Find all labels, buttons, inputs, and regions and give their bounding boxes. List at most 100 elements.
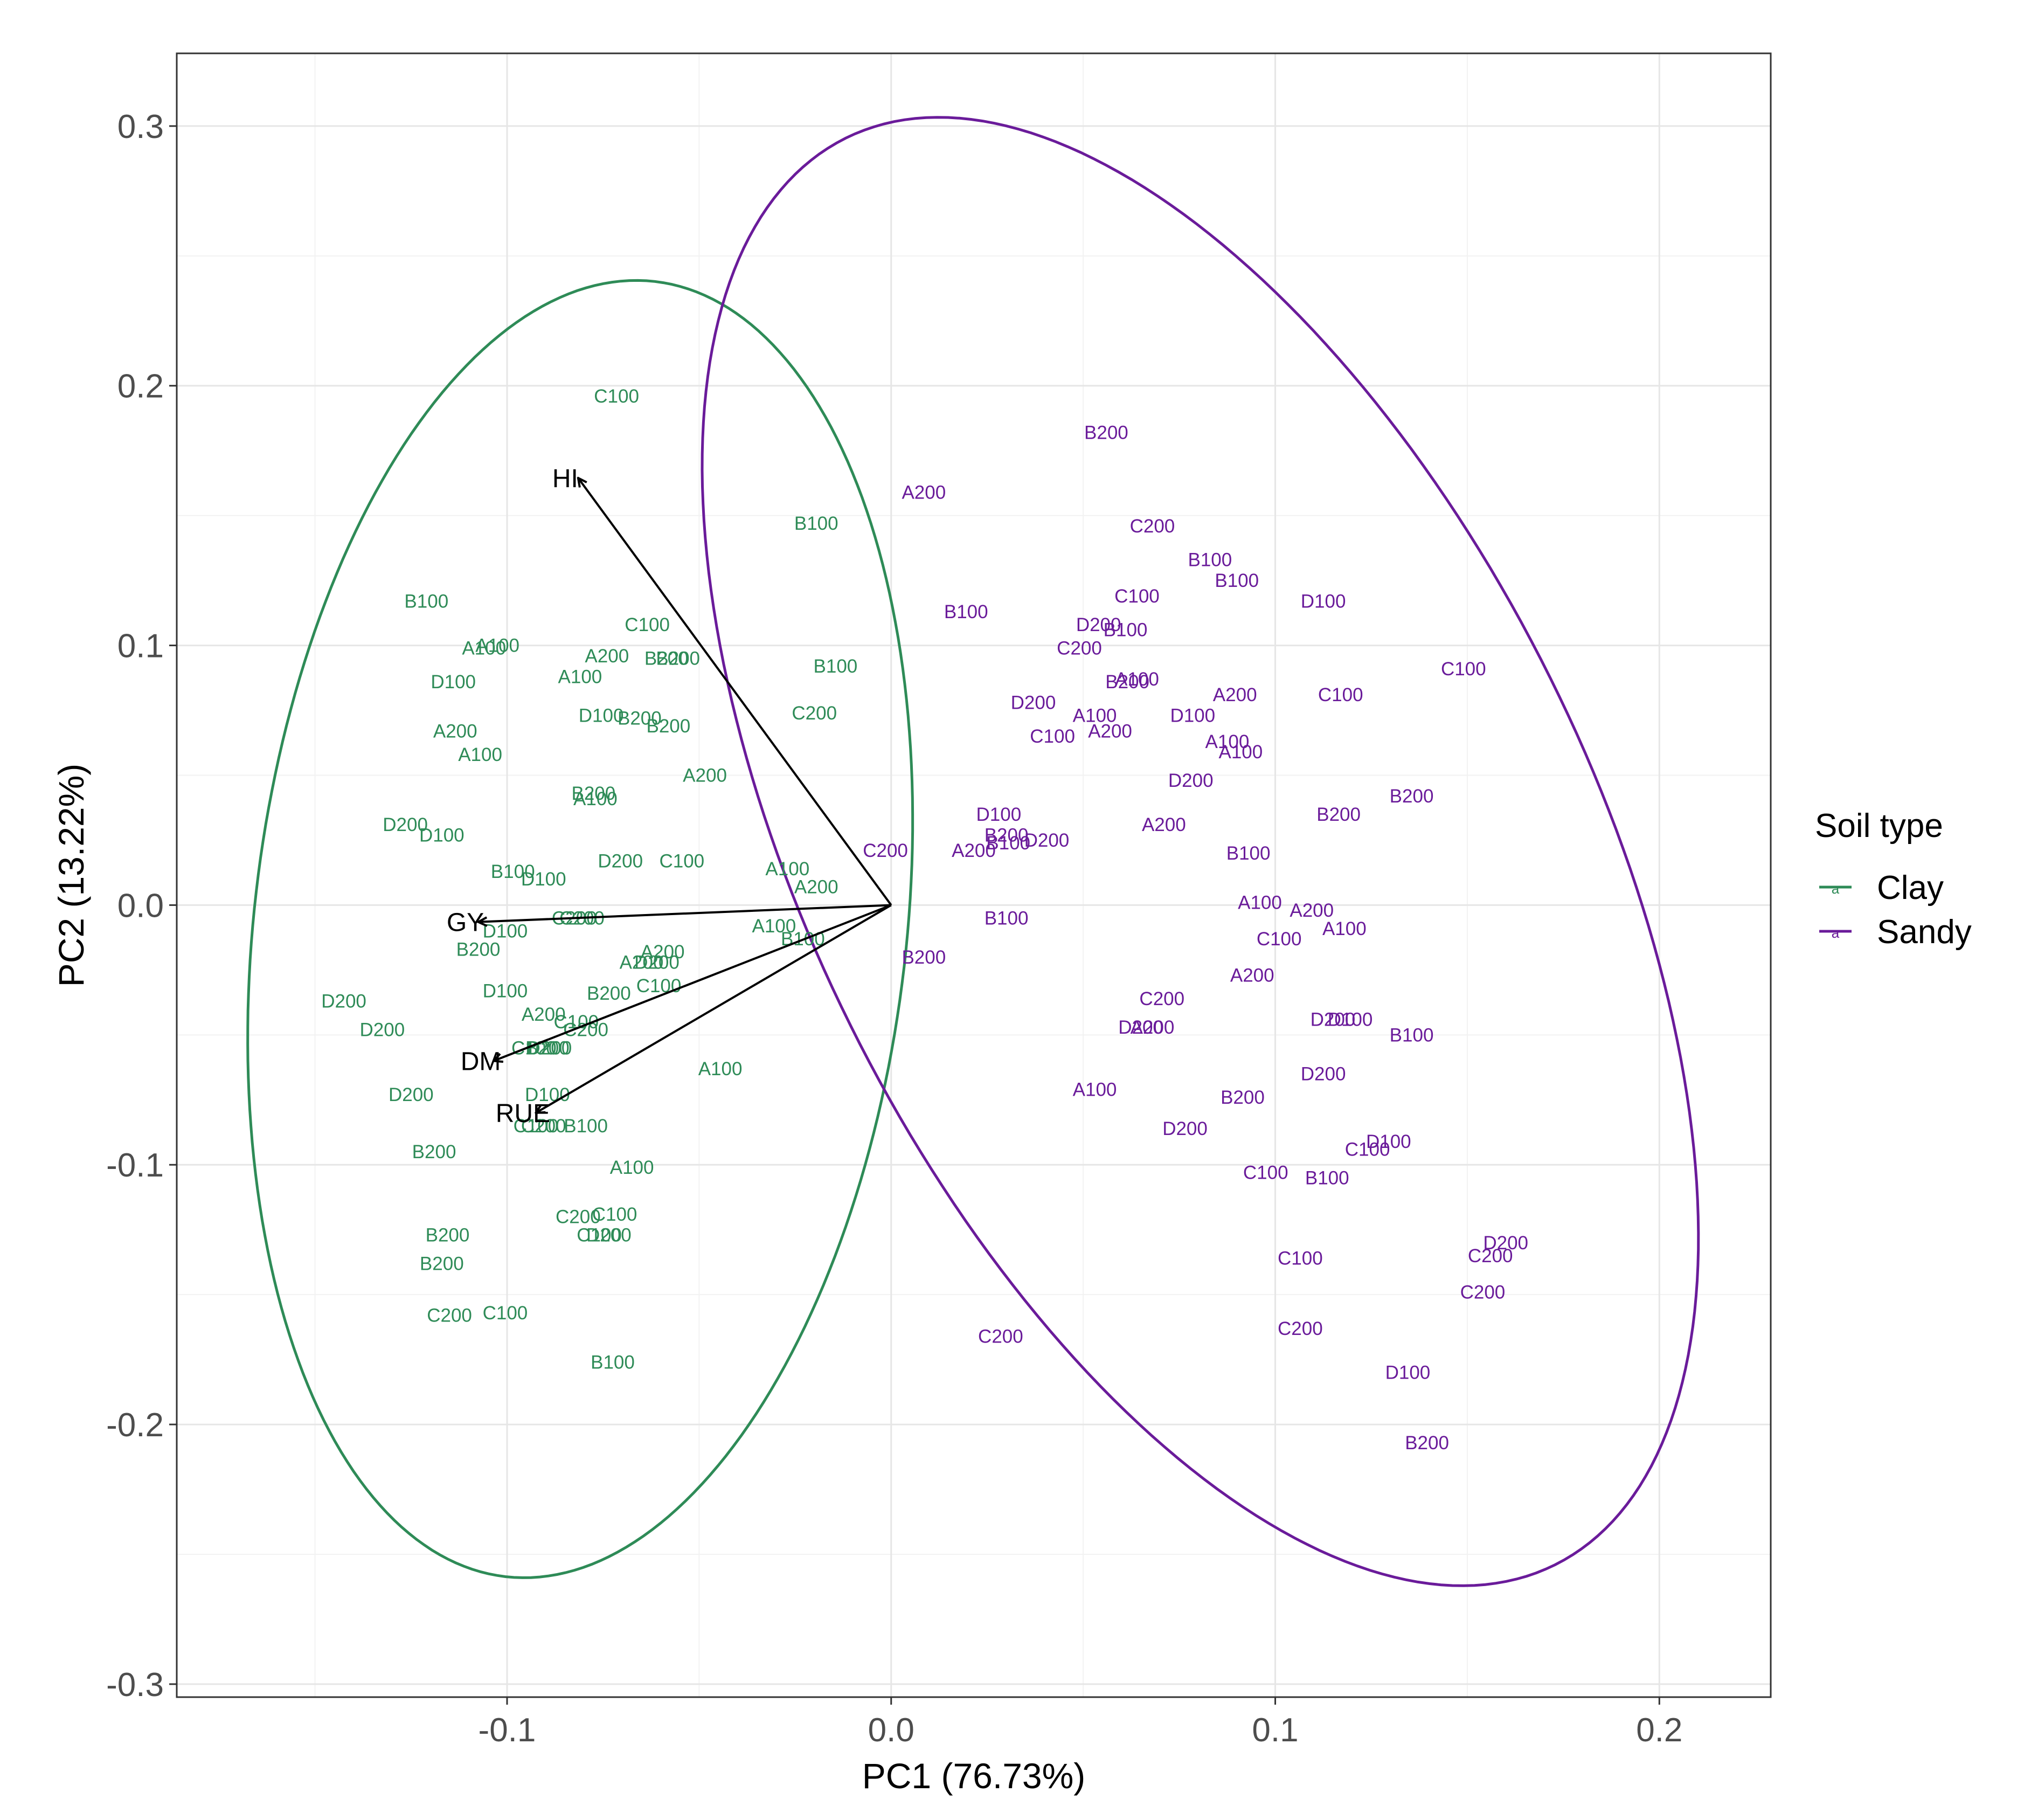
point-label: B100: [1215, 570, 1259, 591]
point-label: A200: [1230, 965, 1274, 986]
loading-arrow-dm: [494, 904, 892, 1061]
point-label: D100: [431, 672, 476, 693]
point-label: B200: [1390, 786, 1434, 807]
point-label: B200: [1084, 422, 1128, 443]
point-label: B200: [985, 825, 1029, 846]
grid-minor: [177, 53, 1771, 1697]
point-label: D200: [383, 814, 428, 835]
point-label: C100: [483, 1303, 528, 1324]
point-label: B200: [1105, 672, 1149, 693]
point-label: C100: [577, 1224, 622, 1245]
x-tick-label: -0.1: [479, 1712, 536, 1749]
x-axis-title: PC1 (76.73%): [862, 1756, 1086, 1796]
point-label: B100: [814, 656, 858, 677]
legend-glyph-clay: a: [1832, 881, 1840, 897]
point-label: D100: [1301, 591, 1346, 612]
point-label: D200: [598, 850, 643, 871]
y-axis: -0.3 -0.2 -0.1 0.0 0.1 0.2 0.3: [106, 108, 177, 1704]
y-tick-label: -0.1: [106, 1147, 164, 1184]
point-label: C100: [636, 975, 682, 996]
point-label: C200: [1139, 988, 1184, 1009]
legend-label-clay: Clay: [1877, 869, 1944, 906]
grid-major: [177, 53, 1771, 1697]
legend-glyph-sandy: a: [1832, 925, 1840, 941]
point-label: A100: [1205, 731, 1250, 752]
point-label: A100: [610, 1157, 654, 1178]
point-label: B200: [618, 708, 662, 729]
point-label: D100: [525, 1084, 570, 1105]
point-label: B200: [902, 947, 946, 968]
point-label: C200: [978, 1326, 1023, 1347]
point-label: D100: [483, 980, 528, 1001]
point-label: A100: [1322, 918, 1367, 939]
point-label: A200: [522, 1004, 566, 1025]
point-label: D100: [521, 869, 566, 890]
point-label: D200: [527, 1037, 572, 1058]
point-label: B100: [404, 591, 448, 612]
point-label: B100: [564, 1116, 608, 1137]
y-tick-label: -0.3: [106, 1666, 164, 1704]
point-label: C100: [514, 1116, 559, 1137]
y-tick-label: 0.3: [117, 108, 164, 146]
loading-label-hi: HI: [552, 465, 578, 493]
point-label: D100: [1366, 1131, 1411, 1152]
point-label: A200: [620, 952, 664, 973]
point-label: B100: [1305, 1167, 1349, 1188]
point-label: A200: [585, 646, 629, 667]
point-label: D200: [586, 1224, 632, 1245]
point-label: A100: [1073, 705, 1117, 726]
loading-label-gy: GY: [447, 909, 484, 937]
ellipse-clay: [246, 279, 914, 1579]
point-label: C100: [1441, 659, 1486, 680]
point-label: C100: [625, 614, 670, 635]
y-axis-title: PC2 (13.22%): [51, 764, 91, 987]
y-tick-label: -0.2: [106, 1407, 164, 1444]
point-label: B100: [794, 513, 838, 534]
point-label: C100: [659, 850, 704, 871]
point-label: A100: [475, 635, 519, 656]
point-label: A200: [1088, 721, 1132, 742]
point-label: C200: [556, 1207, 601, 1228]
point-label: B200: [1316, 804, 1361, 825]
point-label: D200: [1311, 1009, 1356, 1030]
loading-arrow-gy: [479, 904, 891, 922]
legend-entry-clay: a Clay: [1819, 869, 1944, 906]
point-label: B200: [656, 648, 700, 669]
point-label: A200: [641, 942, 685, 963]
point-label: C200: [863, 840, 908, 861]
point-label: D200: [359, 1020, 405, 1041]
loading-arrow-hi: [578, 478, 892, 906]
x-tick-label: 0.1: [1252, 1712, 1298, 1749]
point-label: D200: [321, 991, 366, 1012]
point-label: A200: [433, 721, 477, 742]
point-label: C200: [792, 703, 837, 724]
point-label: C100: [1318, 684, 1363, 705]
point-label: D100: [419, 825, 465, 846]
point-label: D200: [389, 1084, 434, 1105]
point-label: A100: [1115, 669, 1159, 690]
point-label: A200: [794, 877, 838, 898]
point-label: A100: [458, 744, 502, 765]
point-label: B100: [944, 601, 988, 622]
point-label: C200: [521, 1116, 566, 1137]
point-label: B200: [426, 1224, 470, 1245]
point-label: D200: [1483, 1233, 1528, 1254]
point-label: A100: [1073, 1079, 1117, 1101]
point-label: B200: [525, 1037, 570, 1058]
point-label: C100: [1114, 586, 1160, 607]
y-tick-label: 0.0: [117, 887, 164, 924]
legend-title: Soil type: [1815, 807, 1943, 845]
confidence-ellipses: [246, 116, 1700, 1587]
point-label: B200: [587, 983, 631, 1004]
point-label: C200: [427, 1305, 472, 1326]
x-tick-label: 0.2: [1636, 1712, 1682, 1749]
point-label: A200: [1131, 1017, 1175, 1038]
point-label: D200: [1168, 770, 1214, 791]
point-label: D100: [1385, 1362, 1431, 1383]
loading-arrow-rue: [536, 904, 892, 1112]
x-axis: -0.1 0.0 0.1 0.2: [479, 1697, 1682, 1749]
point-label: D200: [1024, 830, 1070, 851]
